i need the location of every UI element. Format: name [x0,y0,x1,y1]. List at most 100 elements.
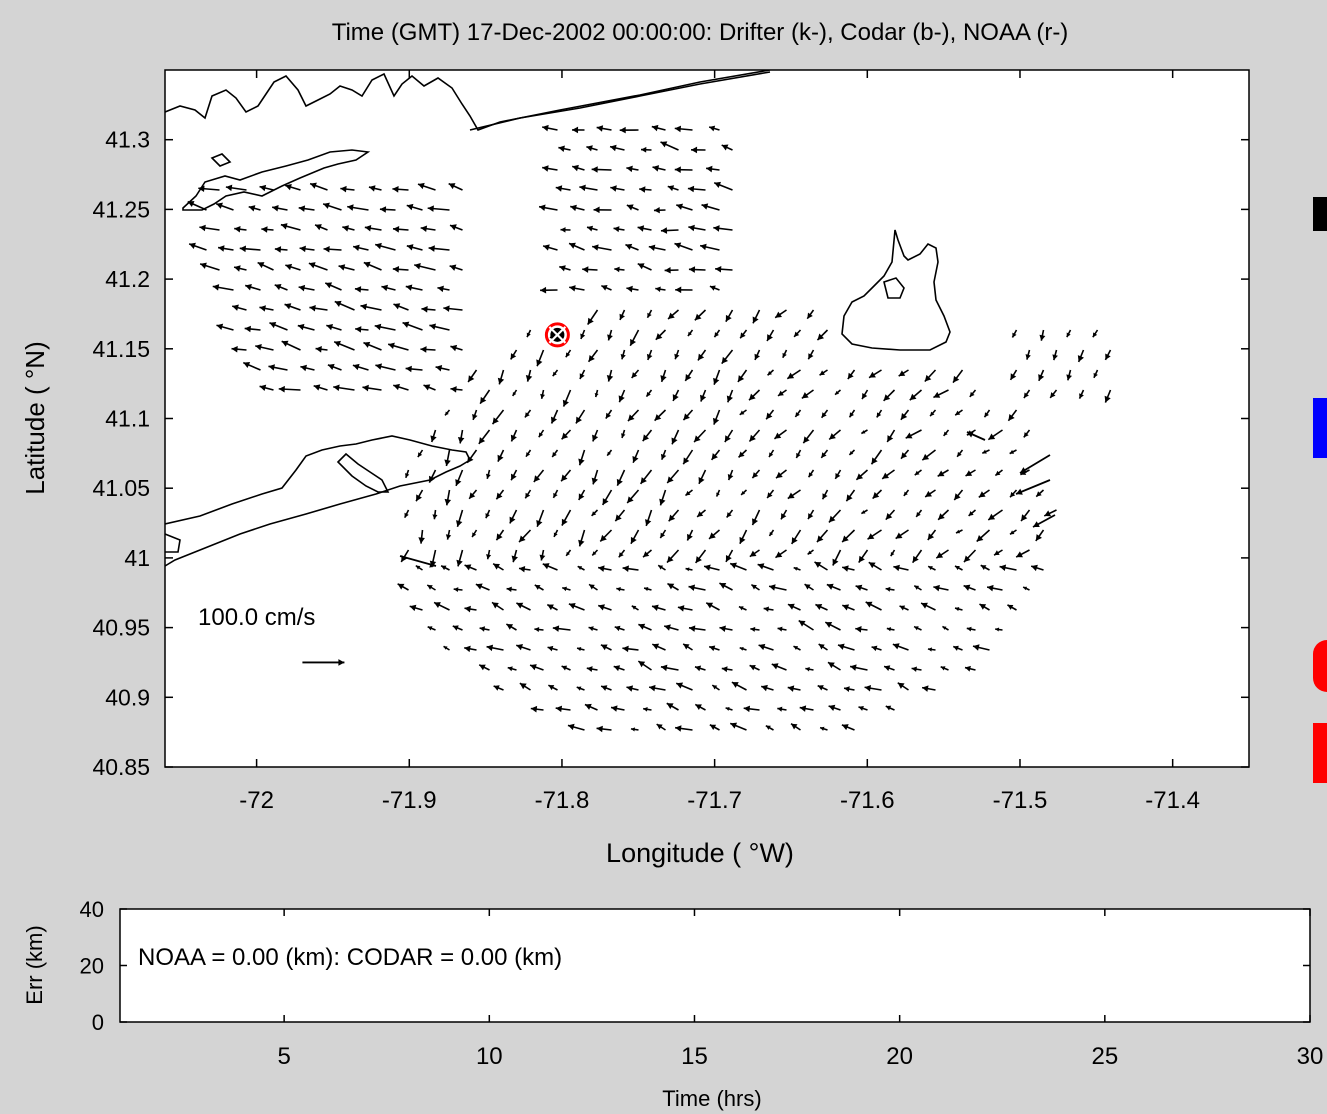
current-vector-head [584,703,592,710]
current-vector-head [869,371,876,378]
current-vector-head [936,552,944,559]
current-vector-head [622,565,629,572]
current-vector-head [749,393,756,401]
current-vector-head [883,394,891,401]
current-vector-head [552,625,560,632]
current-vector-head [510,353,517,360]
current-vector-head [828,704,836,712]
current-vector-head [615,514,622,522]
current-vector-head [497,454,504,462]
current-vector-head [579,373,585,380]
current-vector-head [775,311,782,318]
current-vector-head [787,603,795,610]
current-vector-head [933,391,941,398]
current-vector-head [719,583,727,589]
map-x-tick-label: -71.4 [1145,787,1200,814]
current-vector-head [660,141,668,148]
current-vector-head [816,535,824,543]
current-vector-head [955,606,960,612]
current-vector-head [642,434,650,442]
current-vector-head [667,476,674,484]
current-vector-head [653,207,660,214]
current-vector-head [536,519,543,527]
scale-arrow [302,659,345,666]
current-vector-head [622,645,629,653]
current-vector-head [752,316,759,324]
current-vector-head [248,205,256,212]
current-vector-head [452,625,459,631]
legend-marker [1313,197,1327,231]
shoreline [469,71,771,131]
current-vector-head [443,305,450,312]
current-vector-head [631,372,638,378]
current-vector-head [578,493,585,500]
current-vector-head [464,645,471,653]
current-vector-head [659,498,666,506]
current-vector-head [406,244,414,251]
current-vector-head [954,493,961,501]
map-y-tick-label: 41.25 [92,196,150,222]
current-vector-head [892,643,900,650]
current-vector-head [721,356,729,364]
north-fork-outline [182,149,371,211]
current-vector-head [725,314,732,322]
current-vector-head [660,532,666,539]
current-vector-head [672,394,679,401]
current-vector-head [548,685,555,691]
current-vector-head [243,361,251,369]
current-vector-head [607,451,611,456]
current-vector-head [315,346,322,353]
south-fork-outline [165,435,472,567]
error-y-label: Err (km) [22,925,47,1004]
current-vector-head [607,334,613,341]
current-vector-head [1105,353,1111,360]
current-vector-head [676,203,684,210]
current-vector-head [821,412,827,418]
current-vector-head [752,472,759,479]
current-vector-head [405,284,413,291]
current-vector-head [817,333,825,341]
current-vector-head [694,435,701,443]
current-vector-head [547,645,554,652]
current-vector-head [796,452,801,458]
current-vector-head [930,411,935,417]
current-vectors [187,124,1112,733]
gardiners-island [336,452,390,493]
current-vector-head [631,605,637,610]
current-vector-head [687,185,695,193]
current-vector-head [560,227,566,233]
current-vector-head [711,453,718,460]
current-vector-head [767,334,773,341]
great-salt-pond [883,277,905,299]
current-vector-head [749,550,757,557]
current-vector-head [972,644,980,651]
current-vector-head [525,375,533,382]
current-vector-head [1016,551,1023,558]
current-vector-head [683,643,690,650]
current-vector-head [817,685,824,691]
current-vector-head [577,566,583,571]
current-vector-head [420,225,428,232]
current-vector-head [855,626,862,633]
current-vector-head [1025,354,1031,360]
current-vector-head [922,453,930,461]
current-vector-head [616,587,621,592]
current-vector-head [791,723,798,730]
current-vector-head [647,312,652,318]
current-vector-head [713,225,720,232]
current-vector-head [611,705,618,712]
current-vector-head [943,431,948,436]
map-y-tick-label: 40.95 [92,615,150,641]
current-vector-head [887,435,894,442]
current-vector-head [787,685,795,692]
current-vector-head [588,626,594,632]
current-vector-head [719,625,726,632]
current-vector-head [285,263,293,271]
current-vector-head [761,684,768,692]
current-vector-head [982,449,987,454]
current-vector-head [842,565,849,572]
current-vector-head [687,533,693,541]
current-vector-head [598,565,605,572]
current-vector-head [938,513,945,520]
current-vector-head [464,605,471,613]
